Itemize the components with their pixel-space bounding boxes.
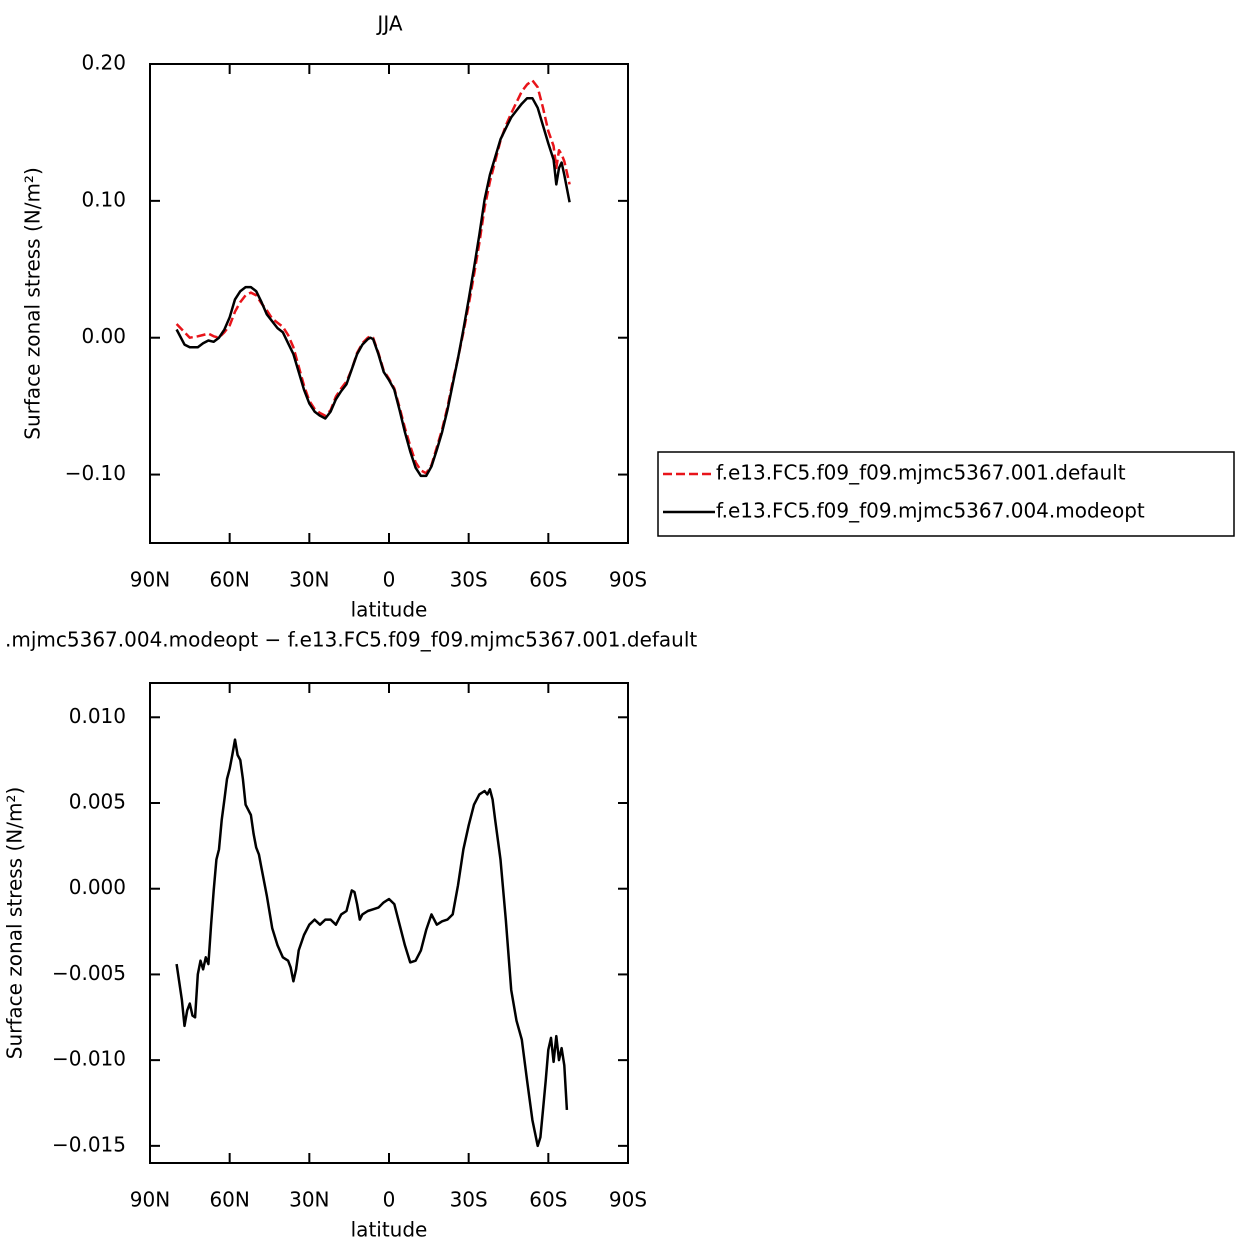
x-tick-label: 0 xyxy=(383,1188,396,1212)
y-tick-label: 0.20 xyxy=(81,51,126,75)
x-tick-label: 0 xyxy=(383,568,396,592)
x-tick-label: 30S xyxy=(450,568,488,592)
x-tick-label: 90S xyxy=(609,568,647,592)
y-tick-label: 0.005 xyxy=(69,790,126,814)
x-tick-label: 60N xyxy=(209,1188,249,1212)
legend-label: f.e13.FC5.f09_f09.mjmc5367.001.default xyxy=(716,461,1126,485)
y-tick-label: 0.010 xyxy=(69,704,126,728)
plot-frame xyxy=(149,682,629,1164)
chart-title: .mjmc5367.004.modeopt − f.e13.FC5.f09_f0… xyxy=(5,628,697,652)
x-tick-label: 90N xyxy=(130,1188,170,1212)
x-tick-label: 30N xyxy=(289,1188,329,1212)
y-tick-label: −0.10 xyxy=(65,461,126,485)
x-tick-label: 30S xyxy=(450,1188,488,1212)
x-axis-label: latitude xyxy=(351,1218,428,1242)
y-tick-label: 0.10 xyxy=(81,187,126,211)
x-tick-label: 60N xyxy=(209,568,249,592)
data-line xyxy=(175,96,571,478)
data-line xyxy=(175,738,569,1148)
y-tick-label: −0.005 xyxy=(52,961,126,985)
x-tick-label: 90S xyxy=(609,1188,647,1212)
y-tick-label: 0.000 xyxy=(69,875,126,899)
y-axis-label: Surface zonal stress (N/m²) xyxy=(21,167,45,439)
y-tick-label: 0.00 xyxy=(81,324,126,348)
legend-box xyxy=(657,451,1235,537)
x-tick-label: 30N xyxy=(289,568,329,592)
x-tick-label: 60S xyxy=(529,1188,567,1212)
y-tick-label: −0.015 xyxy=(52,1132,126,1156)
legend-label: f.e13.FC5.f09_f09.mjmc5367.004.modeopt xyxy=(716,499,1145,523)
x-axis-label: latitude xyxy=(351,598,428,622)
y-tick-label: −0.010 xyxy=(52,1047,126,1071)
chart-title: JJA xyxy=(375,12,402,36)
data-line xyxy=(175,79,571,475)
y-axis-label: Surface zonal stress (N/m²) xyxy=(3,787,27,1059)
plot-frame xyxy=(149,63,629,544)
x-tick-label: 60S xyxy=(529,568,567,592)
x-tick-label: 90N xyxy=(130,568,170,592)
